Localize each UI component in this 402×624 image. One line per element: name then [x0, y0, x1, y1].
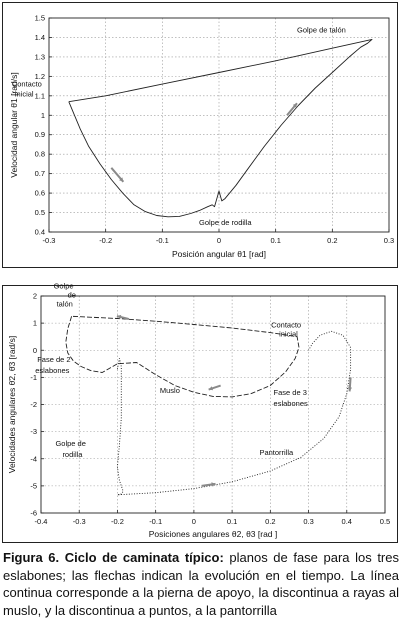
- y-tick-label: 1.2: [35, 72, 45, 81]
- x-tick-label: -0.1: [149, 517, 162, 526]
- y-tick-label: -1: [30, 373, 37, 382]
- x-tick-label: 0.3: [384, 236, 394, 245]
- caption-lead: Figura 6. Ciclo de caminata típico:: [3, 550, 224, 565]
- x-tick-label: -0.3: [73, 517, 86, 526]
- direction-arrowhead: [119, 177, 124, 182]
- annotation-label: Golpe de rodilla: [199, 218, 252, 227]
- x-tick-label: 0.1: [270, 236, 280, 245]
- plot-frame: [40, 295, 386, 514]
- series-line-pantorrilla: [116, 330, 352, 496]
- annotation-label: talón: [57, 299, 73, 308]
- x-tick-label: -0.4: [35, 517, 48, 526]
- x-tick-label: -0.3: [43, 236, 56, 245]
- top-figure-panel: -0.3 -0.2 -0.1 0 0.1 0.2 0.3 0.4 0.5 0.6 0.7 0.8 0.9…: [2, 2, 398, 268]
- caption-text: planos de fase para los tres eslabones; …: [3, 550, 399, 618]
- y-tick-label: 0: [33, 346, 37, 355]
- y-tick-label: -6: [30, 509, 37, 518]
- y-tick-label: 1: [41, 111, 45, 120]
- y-tick-label: 1.4: [35, 33, 45, 42]
- annotation-label: Golpe de: [55, 439, 85, 448]
- x-tick-label: 0.2: [327, 236, 337, 245]
- x-tick-label: -0.2: [111, 517, 124, 526]
- x-axis-label: Posiciones angulares θ2, θ3 [rad ]: [149, 529, 278, 539]
- series-line-1: [68, 38, 373, 218]
- plot-frame: [48, 17, 390, 233]
- annotation-label: eslabones: [35, 366, 69, 375]
- y-tick-label: 0.5: [35, 208, 45, 217]
- y-tick-label: -3: [30, 427, 37, 436]
- direction-arrowhead: [116, 314, 122, 320]
- y-tick-label: 0.6: [35, 189, 45, 198]
- y-axis-label: Velocidades angulares θ̇2, θ̇3 [rad/s]: [7, 336, 17, 474]
- direction-arrowhead: [347, 387, 353, 392]
- direction-arrowhead: [292, 103, 297, 108]
- x-tick-label: 0.4: [342, 517, 352, 526]
- y-axis-label: Velocidad angular θ̇1 [rad/s]: [9, 72, 19, 177]
- annotation-label: Fase de 3: [274, 388, 307, 397]
- annotation-label: Golpe de talón: [297, 25, 346, 34]
- figure-caption: Figura 6. Ciclo de caminata típico: plan…: [3, 549, 399, 619]
- series-line-muslo: [65, 315, 300, 398]
- x-tick-label: 0.2: [265, 517, 275, 526]
- y-tick-label: 1.1: [35, 91, 45, 100]
- y-tick-label: 0.4: [35, 228, 45, 237]
- phase-plane-chart-thigh-calf: -0.4 -0.3 -0.2 -0.1 0 0.1 0.2 0.3 0.4 0.5 -6 -5 -4 -3…: [7, 281, 390, 539]
- annotation-label: Contacto: [12, 80, 42, 89]
- annotation-label: inicial: [279, 329, 298, 338]
- y-tick-label: 0.9: [35, 130, 45, 139]
- y-tick-label: 1: [33, 319, 37, 328]
- x-tick-label: 0.1: [227, 517, 237, 526]
- x-axis-label: Posición angular θ1 [rad]: [172, 249, 266, 259]
- y-tick-label: -4: [30, 454, 37, 463]
- annotation-label: eslabones: [274, 399, 308, 408]
- y-tick-label: 1.3: [35, 52, 45, 61]
- y-tick-label: 1.5: [35, 14, 45, 23]
- x-tick-label: 0: [192, 517, 196, 526]
- y-tick-label: -2: [30, 400, 37, 409]
- direction-arrowhead: [208, 386, 214, 391]
- direction-arrowhead: [211, 482, 216, 487]
- x-tick-label: 0.5: [380, 517, 390, 526]
- bottom-figure-panel: -0.4 -0.3 -0.2 -0.1 0 0.1 0.2 0.3 0.4 0.5 -6 -5 -4 -3…: [2, 281, 398, 543]
- x-tick-label: -0.2: [99, 236, 112, 245]
- phase-plane-chart-stance-leg: -0.3 -0.2 -0.1 0 0.1 0.2 0.3 0.4 0.5 0.6 0.7 0.8 0.9…: [9, 14, 394, 260]
- annotation-label: de: [68, 290, 76, 299]
- annotation-label: Pantorrilla: [259, 448, 294, 457]
- y-tick-label: 0.7: [35, 169, 45, 178]
- annotation-label: Fase de 2: [37, 355, 70, 364]
- annotation-label: Golpe: [54, 281, 74, 290]
- x-tick-label: 0: [217, 236, 221, 245]
- x-tick-label: 0.3: [303, 517, 313, 526]
- y-tick-label: 0.8: [35, 150, 45, 159]
- annotation-label: Contacto: [271, 320, 301, 329]
- annotation-label: rodilla: [62, 450, 83, 459]
- y-tick-label: -5: [30, 481, 37, 490]
- annotation-label: Muslo: [160, 386, 180, 395]
- annotation-label: inicial: [15, 90, 34, 99]
- x-tick-label: -0.1: [156, 236, 169, 245]
- y-tick-label: 2: [33, 292, 37, 301]
